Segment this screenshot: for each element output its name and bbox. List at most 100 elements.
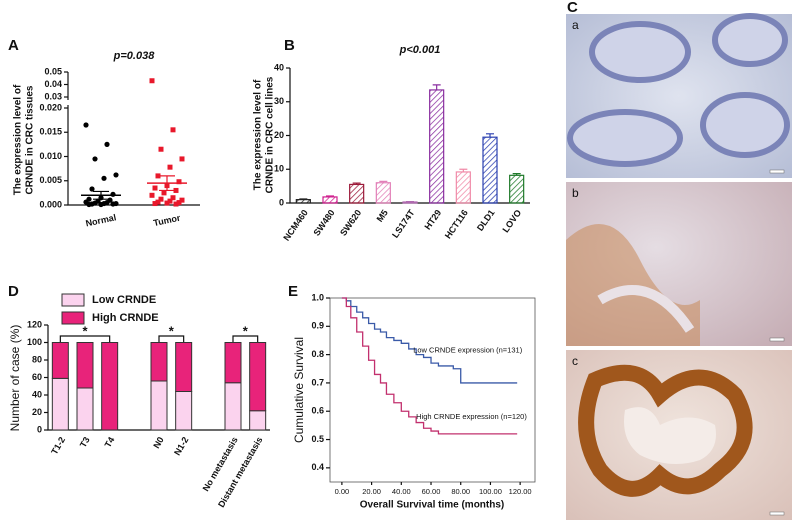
y-tick-label: 0.04 <box>44 79 62 89</box>
y-tick-label: 10 <box>274 164 284 174</box>
error-bar <box>486 133 494 138</box>
y-axis-label: Cumulative Survival <box>292 337 306 443</box>
y-tick-label: 0.015 <box>39 127 62 137</box>
y-tick-label: 0.6 <box>311 406 324 416</box>
series-label: High CRNDE expression (n=120) <box>416 412 527 421</box>
significance-bracket <box>158 335 185 342</box>
ihc-panel: C a b c <box>566 0 792 520</box>
bar-segment <box>51 342 69 379</box>
y-tick-label: 0.4 <box>311 462 324 472</box>
x-tick-label: DLD1 <box>475 208 497 233</box>
bar <box>509 174 525 204</box>
y-tick-label: 0.010 <box>39 151 62 161</box>
y-axis-label: CRNDE in CRC cell lines <box>265 76 276 193</box>
image-label: c <box>572 354 578 368</box>
data-point <box>164 200 170 206</box>
data-point <box>155 173 161 179</box>
y-axis-label: Number of case (%) <box>8 325 22 432</box>
bar <box>429 89 445 204</box>
crypt <box>700 92 790 158</box>
x-tick-label: T4 <box>103 435 117 449</box>
bar-segment <box>249 342 267 412</box>
bar-segment <box>76 387 94 431</box>
y-axis-label: The expression level of <box>253 79 264 190</box>
y-tick-label: 20 <box>32 407 42 417</box>
x-tick-label: N1-2 <box>172 435 190 457</box>
x-tick-label: N0 <box>151 435 165 450</box>
bar <box>349 183 365 204</box>
data-point <box>167 198 173 204</box>
y-tick-label: 0 <box>37 424 42 434</box>
data-point <box>179 156 185 162</box>
x-tick-label: 100.00 <box>479 487 502 496</box>
y-tick-label: 40 <box>32 389 42 399</box>
data-point <box>152 201 158 207</box>
error-bar <box>93 190 109 200</box>
panel-label: B <box>284 37 295 54</box>
y-tick-label: 30 <box>274 96 284 106</box>
y-tick-label: 100 <box>27 337 42 347</box>
error-bar <box>459 168 468 172</box>
x-tick-label: HT29 <box>422 208 443 232</box>
survival-curve <box>341 297 518 435</box>
bar-segment <box>150 342 168 382</box>
crypt <box>589 21 691 83</box>
significance-bracket <box>59 335 111 342</box>
data-point <box>161 190 167 196</box>
data-point <box>101 175 107 181</box>
y-tick-label: 0 <box>279 197 284 207</box>
y-tick-label: 0.8 <box>311 349 324 359</box>
bar-segment <box>101 342 119 431</box>
data-point <box>98 201 104 208</box>
y-tick-label: 0.005 <box>39 175 62 185</box>
x-tick-label: Distant metastasis <box>216 435 264 509</box>
significance-bracket <box>232 335 259 342</box>
x-tick-label: 80.00 <box>451 487 470 496</box>
data-point <box>173 187 179 193</box>
y-axis-label: CRNDE in CRC tissues <box>25 85 36 194</box>
error-bar <box>379 180 388 183</box>
data-point <box>158 146 164 152</box>
bar-segment <box>51 377 69 431</box>
significance-label: * <box>82 323 88 338</box>
image-label: a <box>572 18 579 32</box>
data-point <box>170 195 176 201</box>
x-tick-label: SW480 <box>311 208 336 238</box>
bar-segment <box>76 342 94 389</box>
y-tick-label: 0.05 <box>44 66 62 76</box>
crypt <box>712 13 788 67</box>
error-bar <box>432 84 441 90</box>
legend-swatch <box>61 293 85 307</box>
data-point <box>83 122 89 128</box>
y-tick-label: 40 <box>274 62 284 72</box>
error-bar <box>159 175 175 192</box>
data-point <box>176 200 182 206</box>
x-tick-label: SW620 <box>338 208 363 238</box>
x-tick-label: M5 <box>375 208 390 224</box>
y-tick-label: 0.03 <box>44 91 62 101</box>
x-tick-label: 120.00 <box>509 487 532 496</box>
y-tick-label: 60 <box>32 372 42 382</box>
plot-frame <box>329 297 536 483</box>
data-point <box>110 201 116 207</box>
error-bar <box>299 198 308 200</box>
x-tick-label: T1-2 <box>49 435 67 456</box>
lumen <box>624 407 716 464</box>
chart-title: p<0.001 <box>399 44 441 56</box>
chart-title: p=0.038 <box>113 50 156 62</box>
bar-segment <box>175 391 193 431</box>
x-tick-label: NCM460 <box>281 208 310 243</box>
legend-label: High CRNDE <box>92 312 159 324</box>
x-tick-label: Normal <box>85 212 117 228</box>
bar-segment <box>175 342 193 392</box>
y-tick-label: 80 <box>32 354 42 364</box>
data-point <box>176 179 182 185</box>
bar-segment <box>224 382 242 431</box>
y-axis <box>67 72 200 206</box>
y-tick-label: 20 <box>274 130 284 140</box>
data-point <box>113 172 119 178</box>
bar <box>322 196 338 204</box>
panel-label: D <box>8 283 19 300</box>
bar <box>455 171 471 204</box>
